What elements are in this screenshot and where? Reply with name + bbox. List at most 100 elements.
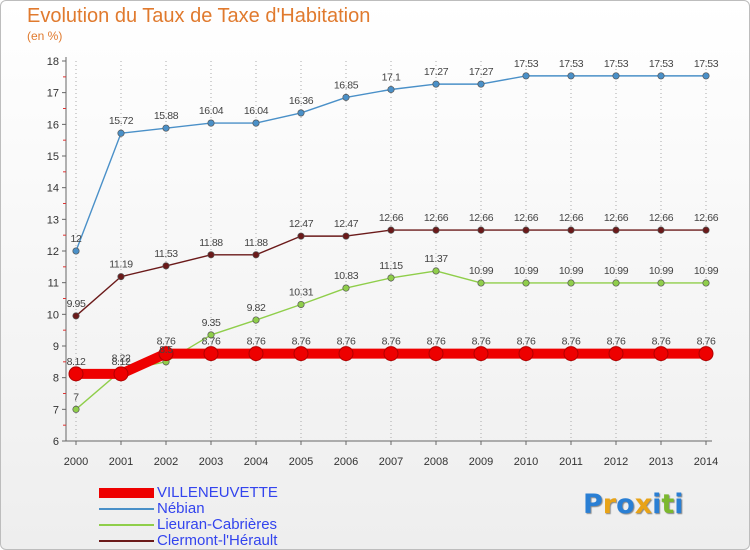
data-label: 8.76: [562, 336, 581, 348]
data-label: 12.66: [424, 212, 449, 224]
data-point: [477, 279, 485, 287]
data-point: [158, 346, 174, 362]
data-point: [432, 80, 440, 88]
data-point: [293, 346, 309, 362]
legend-label: VILLENEUVETTE: [157, 484, 278, 501]
y-tick-label: 15: [47, 151, 59, 163]
data-label: 8.76: [337, 336, 356, 348]
data-label: 10.99: [604, 265, 629, 277]
data-point: [203, 346, 219, 362]
data-label: 8.76: [652, 336, 671, 348]
data-label: 7: [73, 391, 79, 403]
data-point: [612, 226, 620, 234]
data-point: [252, 251, 260, 259]
y-tick-label: 8: [53, 373, 59, 385]
y-tick-label: 12: [47, 246, 59, 258]
legend-label: Lieuran-Cabrières: [157, 516, 278, 533]
data-point: [612, 279, 620, 287]
x-tick-label: 2000: [64, 456, 88, 468]
data-label: 10.99: [514, 265, 539, 277]
data-point: [117, 129, 125, 137]
data-label: 12.66: [469, 212, 494, 224]
proxiti-logo: Proxiti: [583, 489, 684, 520]
logo-letter: i: [674, 489, 684, 520]
data-label: 8.76: [292, 336, 311, 348]
data-point: [387, 226, 395, 234]
logo-letter: i: [652, 489, 662, 520]
y-tick-label: 6: [53, 436, 59, 448]
data-label: 11.88: [199, 237, 223, 249]
data-label: 12.47: [334, 218, 359, 230]
data-point: [113, 366, 129, 382]
data-point: [657, 72, 665, 80]
data-point: [653, 346, 669, 362]
x-tick-label: 2011: [559, 456, 583, 468]
x-tick-label: 2013: [649, 456, 673, 468]
data-label: 12.66: [514, 212, 539, 224]
data-point: [522, 72, 530, 80]
x-tick-label: 2002: [154, 456, 178, 468]
data-label: 17.27: [469, 66, 494, 78]
data-point: [518, 346, 534, 362]
legend-label: Clermont-l'Hérault: [157, 532, 278, 549]
data-label: 12.66: [694, 212, 719, 224]
data-point: [657, 226, 665, 234]
data-point: [612, 72, 620, 80]
data-label: 8.76: [607, 336, 626, 348]
data-point: [252, 316, 260, 324]
data-label: 10.31: [289, 287, 314, 299]
data-label: 8.5: [159, 344, 173, 356]
logo-letter: t: [661, 489, 675, 520]
y-tick-label: 16: [47, 119, 59, 131]
data-point: [387, 85, 395, 94]
data-point: [297, 300, 305, 309]
data-label: 17.53: [604, 58, 629, 70]
data-label: 12.66: [559, 212, 584, 224]
data-point: [72, 405, 80, 413]
data-point: [338, 346, 354, 362]
data-label: 9.95: [67, 298, 86, 310]
data-point: [342, 284, 350, 292]
legend-swatch: [99, 488, 154, 498]
data-label: 17.53: [649, 58, 674, 70]
data-point: [702, 72, 710, 80]
data-label: 8.76: [202, 336, 221, 348]
data-label: 10.83: [334, 270, 359, 282]
data-point: [522, 279, 530, 287]
chart-unit: (en %): [27, 29, 63, 43]
x-tick-label: 2007: [379, 456, 403, 468]
legend-swatch: [99, 524, 154, 526]
x-tick-label: 2001: [109, 456, 133, 468]
data-label: 8.76: [517, 336, 536, 348]
data-label: 16.04: [244, 105, 269, 117]
data-label: 10.99: [559, 265, 584, 277]
x-tick-label: 2009: [469, 456, 493, 468]
data-label: 17.53: [514, 58, 539, 70]
x-tick-label: 2006: [334, 456, 358, 468]
y-tick-label: 10: [47, 309, 59, 321]
data-label: 12: [71, 233, 82, 245]
logo-letter: P: [583, 489, 603, 520]
data-label: 17.53: [694, 58, 719, 70]
data-label: 16.04: [199, 105, 224, 117]
data-label: 11.19: [109, 259, 133, 271]
data-label: 17.1: [382, 72, 401, 84]
data-label: 16.85: [334, 79, 359, 91]
y-tick-label: 7: [53, 404, 59, 416]
data-point: [248, 346, 264, 362]
legend-swatch: [99, 508, 154, 510]
data-point: [297, 232, 305, 240]
data-label: 9.35: [202, 317, 221, 329]
chart-title: Evolution du Taux de Taxe d'Habitation: [27, 5, 371, 27]
data-point: [117, 273, 125, 281]
data-point: [68, 366, 84, 382]
data-label: 8.76: [247, 336, 266, 348]
data-label: 10.99: [649, 265, 674, 277]
y-tick-label: 13: [47, 214, 59, 226]
data-point: [522, 226, 530, 234]
y-tick-label: 17: [47, 88, 59, 100]
data-point: [567, 72, 575, 80]
y-tick-label: 14: [47, 183, 59, 195]
logo-letter: o: [616, 489, 635, 520]
